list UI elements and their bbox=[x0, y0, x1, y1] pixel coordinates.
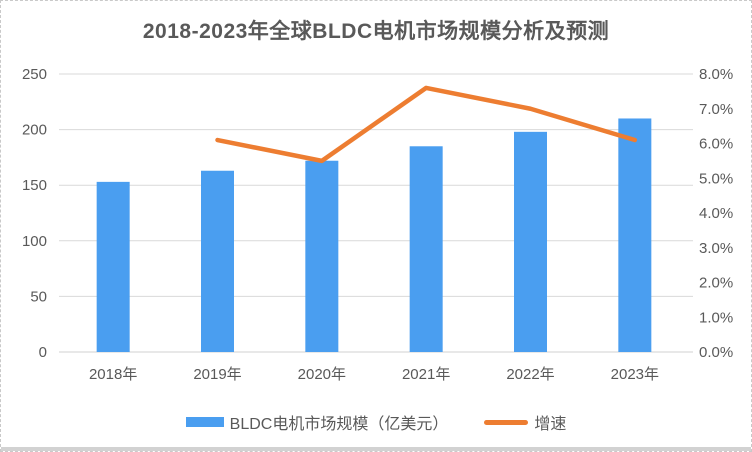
bar-2018年 bbox=[96, 181, 130, 352]
y-right-tick-label: 7.0% bbox=[699, 101, 733, 118]
legend-label-growth: 增速 bbox=[534, 416, 567, 433]
bar-2020年 bbox=[305, 160, 339, 352]
chart-legend: BLDC电机市场规模（亿美元） 增速 bbox=[1, 409, 751, 435]
y-left-tick-label: 250 bbox=[22, 66, 47, 83]
x-axis-label: 2018年 bbox=[89, 366, 137, 383]
bar-2022年 bbox=[514, 131, 547, 352]
y-right-tick-label: 1.0% bbox=[699, 309, 733, 326]
x-axis-label: 2020年 bbox=[298, 366, 346, 383]
y-left-tick-label: 100 bbox=[22, 233, 47, 250]
x-axis-label: 2023年 bbox=[611, 366, 659, 383]
x-axis-label: 2021年 bbox=[402, 366, 450, 383]
legend-label-market-size: BLDC电机市场规模（亿美元） bbox=[229, 416, 449, 433]
y-right-tick-label: 5.0% bbox=[699, 170, 733, 187]
y-left-tick-label: 0 bbox=[39, 344, 47, 361]
y-left-tick-label: 200 bbox=[22, 122, 47, 139]
y-right-tick-label: 4.0% bbox=[699, 205, 733, 222]
y-right-tick-label: 0.0% bbox=[699, 344, 733, 361]
legend-item-growth: 增速 bbox=[484, 410, 566, 434]
legend-item-market-size: BLDC电机市场规模（亿美元） bbox=[185, 410, 449, 434]
y-right-tick-label: 6.0% bbox=[699, 136, 733, 153]
growth-line bbox=[215, 85, 638, 164]
bar-series-swatch bbox=[185, 417, 224, 427]
bar-2021年 bbox=[409, 146, 443, 352]
y-right-tick-label: 8.0% bbox=[699, 66, 733, 83]
x-axis-label: 2019年 bbox=[193, 366, 241, 383]
x-axis-label: 2022年 bbox=[506, 366, 554, 383]
line-series-swatch bbox=[484, 419, 529, 425]
y-left-tick-label: 50 bbox=[30, 288, 47, 305]
chart-title: 2018-2023年全球BLDC电机市场规模分析及预测 bbox=[142, 20, 610, 43]
y-left-tick-label: 150 bbox=[22, 177, 47, 194]
y-right-tick-label: 2.0% bbox=[699, 275, 733, 292]
y-right-tick-label: 3.0% bbox=[699, 240, 733, 257]
bar-2019年 bbox=[201, 170, 234, 352]
bar-2023年 bbox=[618, 118, 652, 352]
